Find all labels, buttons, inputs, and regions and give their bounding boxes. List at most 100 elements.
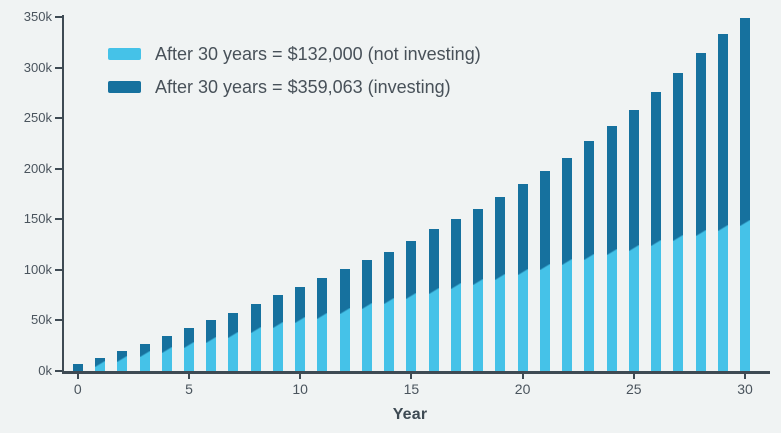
bar-year-18: [473, 209, 484, 371]
bar-segment-boundary: [272, 322, 283, 329]
bar-segment-boundary: [184, 341, 194, 348]
y-tick-50k: [55, 319, 62, 322]
bar-year-26: [651, 91, 662, 371]
bar-year-13: [361, 259, 372, 371]
bar-year-4: [161, 335, 172, 371]
bar-not-investing-segment: [361, 307, 372, 371]
bar-not-investing-segment: [295, 322, 306, 371]
x-tick-5: [188, 374, 190, 379]
bar-segment-boundary: [161, 346, 172, 353]
legend-swatch-not-investing: [108, 48, 141, 60]
bar-not-investing-segment: [139, 356, 150, 371]
bar-segment-boundary: [495, 273, 506, 280]
bar-not-investing-segment: [717, 230, 728, 371]
bar-not-investing-segment: [317, 317, 328, 371]
bar-year-5: [184, 327, 194, 371]
bar-segment-boundary: [473, 278, 484, 285]
bar-segment-boundary: [695, 230, 706, 237]
bar-year-25: [628, 110, 639, 371]
bar-segment-boundary: [406, 293, 417, 300]
y-tick-label: 300k: [23, 59, 52, 75]
bar-not-investing-segment: [95, 366, 106, 371]
y-tick-0k: [55, 370, 62, 372]
bar-segment-boundary: [517, 268, 528, 275]
bar-not-investing-segment: [428, 293, 439, 371]
legend-label-investing: After 30 years = $359,063 (investing): [155, 76, 451, 97]
bar-segment-boundary: [450, 283, 461, 290]
bar-year-27: [673, 72, 684, 371]
legend: After 30 years = $132,000 (not investing…: [108, 42, 481, 108]
y-tick-label: 200k: [23, 160, 52, 176]
x-axis-line: [62, 371, 770, 374]
bar-segment-boundary: [428, 288, 439, 295]
bar-not-investing-segment: [695, 235, 706, 371]
y-tick-label: 0k: [38, 363, 52, 378]
y-tick-label: 350k: [23, 9, 52, 24]
bar-year-11: [317, 277, 328, 371]
bar-year-12: [339, 268, 350, 371]
bar-year-15: [406, 240, 417, 371]
x-tick-label: 0: [73, 381, 82, 397]
bar-year-3: [139, 343, 150, 371]
bar-segment-boundary: [206, 336, 217, 343]
bar-not-investing-segment: [628, 249, 639, 371]
x-axis-title: Year: [392, 406, 428, 423]
bar-segment-boundary: [717, 225, 728, 232]
y-tick-100k: [55, 268, 62, 271]
y-tick-150k: [55, 218, 62, 221]
x-tick-label: 15: [403, 381, 420, 397]
bar-not-investing-segment: [117, 361, 128, 371]
x-tick-label: 30: [737, 381, 753, 397]
bar-year-2: [117, 350, 128, 371]
bar-segment-boundary: [250, 327, 261, 334]
y-tick-label: 250k: [23, 110, 52, 126]
bar-segment-boundary: [628, 244, 639, 251]
bar-year-10: [295, 287, 306, 371]
bar-year-23: [584, 141, 595, 371]
bar-segment-boundary: [651, 239, 662, 246]
x-tick-30: [744, 374, 746, 379]
bar-year-9: [272, 295, 283, 371]
legend-item-investing: After 30 years = $359,063 (investing): [108, 75, 481, 99]
x-tick-15: [410, 374, 413, 379]
y-tick-label: 50k: [31, 312, 52, 328]
bar-segment-boundary: [361, 302, 372, 309]
bar-segment-boundary: [339, 307, 350, 314]
bar-not-investing-segment: [495, 278, 506, 371]
bar-year-1: [95, 357, 106, 371]
bar-year-6: [206, 320, 217, 371]
legend-item-not-investing: After 30 years = $132,000 (not investing…: [108, 42, 481, 66]
bar-segment-boundary: [606, 249, 617, 256]
x-tick-25: [632, 374, 635, 379]
bar-not-investing-segment: [250, 332, 261, 371]
bar-not-investing-segment: [673, 239, 684, 371]
x-tick-0: [76, 374, 79, 379]
y-tick-350k: [55, 16, 62, 18]
bar-segment-boundary: [740, 220, 750, 227]
bar-segment-boundary: [539, 264, 550, 271]
bar-segment-boundary: [317, 312, 328, 319]
bar-not-investing-segment: [606, 254, 617, 371]
bar-segment-boundary: [117, 356, 128, 363]
y-tick-300k: [55, 66, 62, 69]
x-tick-10: [299, 374, 302, 379]
bar-not-investing-segment: [272, 327, 283, 371]
bar-not-investing-segment: [206, 341, 217, 371]
x-tick-20: [521, 374, 524, 379]
legend-label-not-investing: After 30 years = $132,000 (not investing…: [155, 43, 481, 64]
y-axis-line: [62, 15, 64, 374]
bar-not-investing-segment: [228, 337, 239, 371]
bar-segment-boundary: [673, 234, 684, 241]
bar-segment-boundary: [139, 351, 150, 358]
x-tick-label: 5: [185, 381, 193, 397]
bar-segment-boundary: [95, 361, 106, 368]
y-tick-label: 100k: [23, 261, 52, 277]
bar-not-investing-segment: [184, 346, 194, 371]
bar-year-17: [450, 219, 461, 371]
bar-year-29: [717, 34, 728, 371]
bar-not-investing-segment: [539, 269, 550, 371]
y-tick-200k: [55, 167, 62, 170]
bar-year-24: [606, 126, 617, 371]
bar-not-investing-segment: [339, 312, 350, 371]
